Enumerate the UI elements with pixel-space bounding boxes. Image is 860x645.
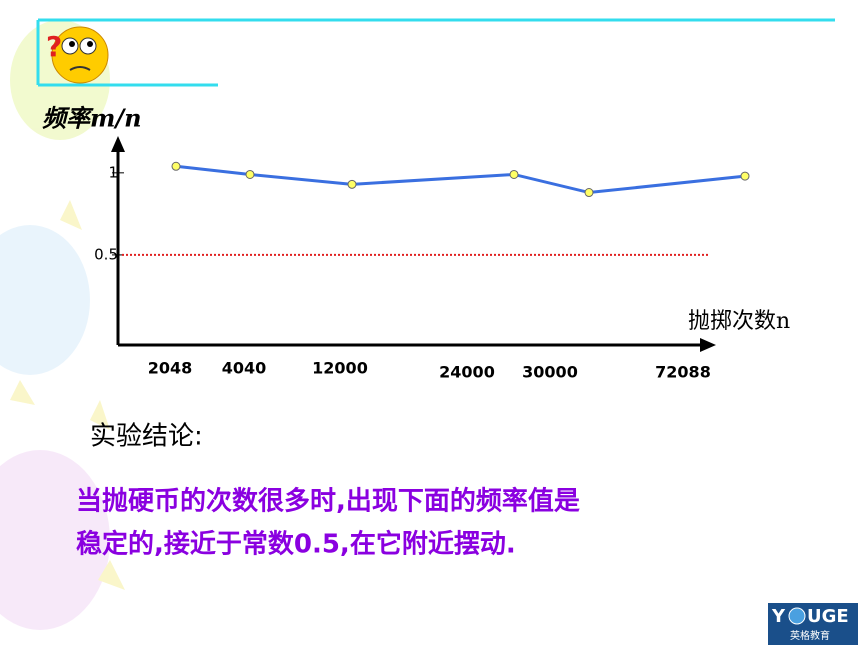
x-tick-label: 12000 <box>312 359 368 378</box>
x-tick-label: 2048 <box>148 359 193 378</box>
x-tick-label: 30000 <box>522 363 578 382</box>
conclusion-title: 实验结论: <box>90 422 203 452</box>
logo-text: UGE <box>807 606 849 627</box>
logo-subtitle: 英格教育 <box>790 629 830 642</box>
x-axis-label: 抛掷次数n <box>688 309 790 334</box>
y-axis-arrow <box>111 136 125 152</box>
y-axis-label: 频率m/n <box>42 104 142 133</box>
x-tick-label: 72088 <box>655 363 711 382</box>
logo-text: Y <box>771 606 786 627</box>
logo-globe <box>788 607 806 625</box>
data-point <box>509 169 519 179</box>
data-point <box>347 179 357 189</box>
y-tick-label: 0.5 <box>94 245 118 263</box>
conclusion-line: 稳定的,接近于常数0.5,在它附近摆动. <box>76 529 516 560</box>
data-line <box>175 164 746 195</box>
thinking-face-icon: ? <box>46 26 109 84</box>
data-point <box>740 171 750 181</box>
logo: Y UGE 英格教育 <box>768 603 858 645</box>
data-point <box>245 169 255 179</box>
x-tick-label: 24000 <box>439 363 495 382</box>
conclusion-line: 当抛硬币的次数很多时,出现下面的频率值是 <box>76 486 580 517</box>
data-point <box>584 188 594 198</box>
x-tick-label: 4040 <box>222 359 267 378</box>
x-axis-arrow <box>700 338 716 352</box>
data-point <box>171 161 181 171</box>
svg-text:?: ? <box>46 30 62 63</box>
